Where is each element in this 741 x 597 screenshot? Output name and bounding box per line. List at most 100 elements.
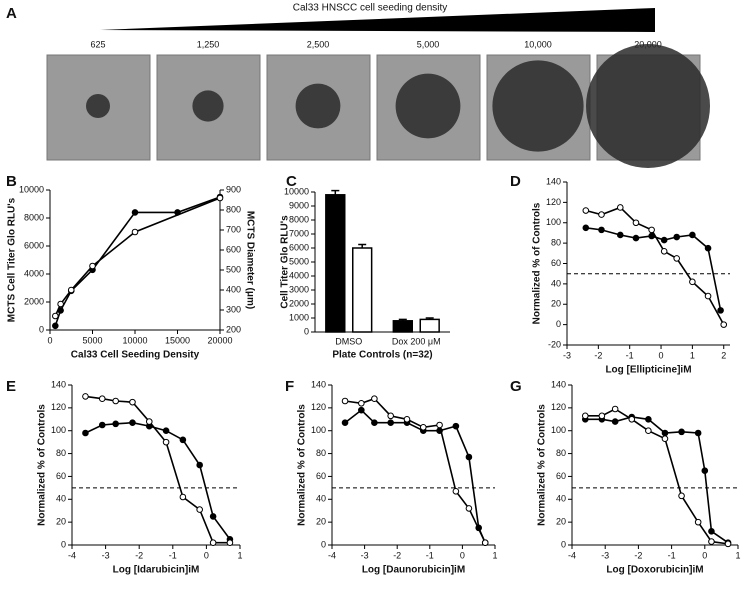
data-point (616, 231, 624, 239)
panel-letter: B (6, 173, 17, 190)
x-tick-label: 1 (690, 350, 695, 360)
y-axis-label: Normalized % of Controls (537, 404, 548, 526)
y-tick-label: 8000 (24, 212, 44, 222)
data-point (598, 412, 606, 420)
density-wedge (100, 8, 655, 32)
x-tick-label: -3 (601, 550, 609, 560)
y-tick-label: 60 (316, 471, 326, 481)
data-point (387, 419, 394, 427)
y-tick-label: 4000 (24, 268, 44, 278)
panel-letter: C (286, 173, 297, 190)
y-tick-label: 80 (316, 448, 326, 458)
data-point (358, 399, 365, 407)
data-point (179, 493, 187, 501)
data-point (694, 429, 702, 437)
y-tick-label: 10000 (19, 184, 44, 194)
fit-line (585, 206, 725, 326)
data-point (209, 539, 217, 547)
x-tick-label: 0 (47, 335, 52, 345)
y-tick-label: 6000 (289, 242, 309, 252)
density-label: 1,250 (197, 39, 220, 49)
x-tick-label: -2 (634, 550, 642, 560)
data-point (598, 211, 605, 218)
y-tick-label: 2000 (289, 298, 309, 308)
x-tick-label: -4 (68, 550, 76, 560)
panel-letter: F (285, 378, 294, 395)
y-tick-label: 10000 (284, 186, 309, 196)
data-point (209, 513, 217, 520)
data-point (162, 427, 170, 435)
data-point (708, 527, 715, 535)
panel-letter: E (6, 378, 16, 395)
data-point (645, 427, 652, 435)
y-tick-label: 40 (551, 278, 561, 288)
y-tick-label: 40 (316, 494, 326, 504)
x-tick-label: 0 (460, 550, 465, 560)
fit-line (344, 397, 486, 544)
spheroid (492, 60, 584, 152)
spheroid (295, 83, 341, 129)
x-axis-label: Log [Ellipticine]iM (605, 365, 691, 376)
y-tick-label: 0 (556, 319, 561, 329)
x-tick-label: -1 (626, 350, 634, 360)
data-point (694, 518, 702, 526)
data-point (581, 412, 589, 420)
fit-line (85, 421, 231, 540)
fit-line (54, 197, 221, 317)
data-point (678, 492, 685, 500)
data-point (341, 397, 349, 405)
data-point (57, 300, 64, 308)
y-tick-label: 100 (311, 425, 326, 435)
fit-line (54, 196, 221, 327)
fit-line (344, 409, 486, 544)
y-tick-label: 0 (561, 539, 566, 549)
fit-line (585, 416, 729, 544)
data-point (131, 228, 139, 236)
data-point (52, 322, 59, 330)
y-tick-label: 1000 (289, 312, 309, 322)
spheroid-image (46, 54, 151, 161)
panel-letter: G (510, 378, 522, 395)
x-tick-label: -3 (361, 550, 369, 560)
y-tick-label: 20 (56, 517, 66, 527)
y-tick-label: 0 (39, 324, 44, 334)
panel-letter: D (510, 173, 521, 190)
data-point (89, 262, 96, 270)
x-tick-label: 15000 (165, 335, 190, 345)
data-point (179, 436, 187, 444)
x-tick-label: 5000 (82, 335, 102, 345)
x-tick-label: -3 (102, 550, 110, 560)
y2-tick-label: 200 (226, 324, 241, 334)
data-point (724, 540, 732, 548)
data-point (648, 226, 655, 234)
y-axis-label: Normalized % of Controls (297, 404, 308, 526)
x-tick-label: -1 (426, 550, 434, 560)
y-tick-label: 0 (61, 539, 66, 549)
data-point (708, 538, 715, 545)
density-label: 625 (90, 39, 105, 49)
spheroid (86, 94, 110, 118)
data-point (216, 194, 224, 202)
y-tick-label: 140 (311, 379, 326, 389)
x-axis-label: Plate Controls (n=32) (332, 350, 432, 361)
data-point (465, 453, 473, 461)
y-tick-label: 8000 (289, 214, 309, 224)
data-point (598, 226, 605, 234)
data-point (717, 307, 724, 314)
panel-letter: A (6, 5, 17, 22)
x-tick-label: -4 (568, 550, 576, 560)
data-point (67, 286, 75, 294)
data-point (632, 219, 640, 227)
fit-line (85, 395, 230, 544)
data-point (112, 420, 119, 428)
data-point (704, 244, 712, 252)
y-tick-label: 4000 (289, 270, 309, 280)
y2-tick-label: 400 (226, 284, 241, 294)
x-tick-label: -2 (594, 350, 602, 360)
data-point (673, 255, 681, 262)
x-tick-label: 0 (702, 550, 707, 560)
data-point (371, 419, 378, 427)
y-tick-label: 0 (304, 326, 309, 336)
x-tick-label: -2 (135, 550, 143, 560)
data-point (673, 233, 681, 241)
